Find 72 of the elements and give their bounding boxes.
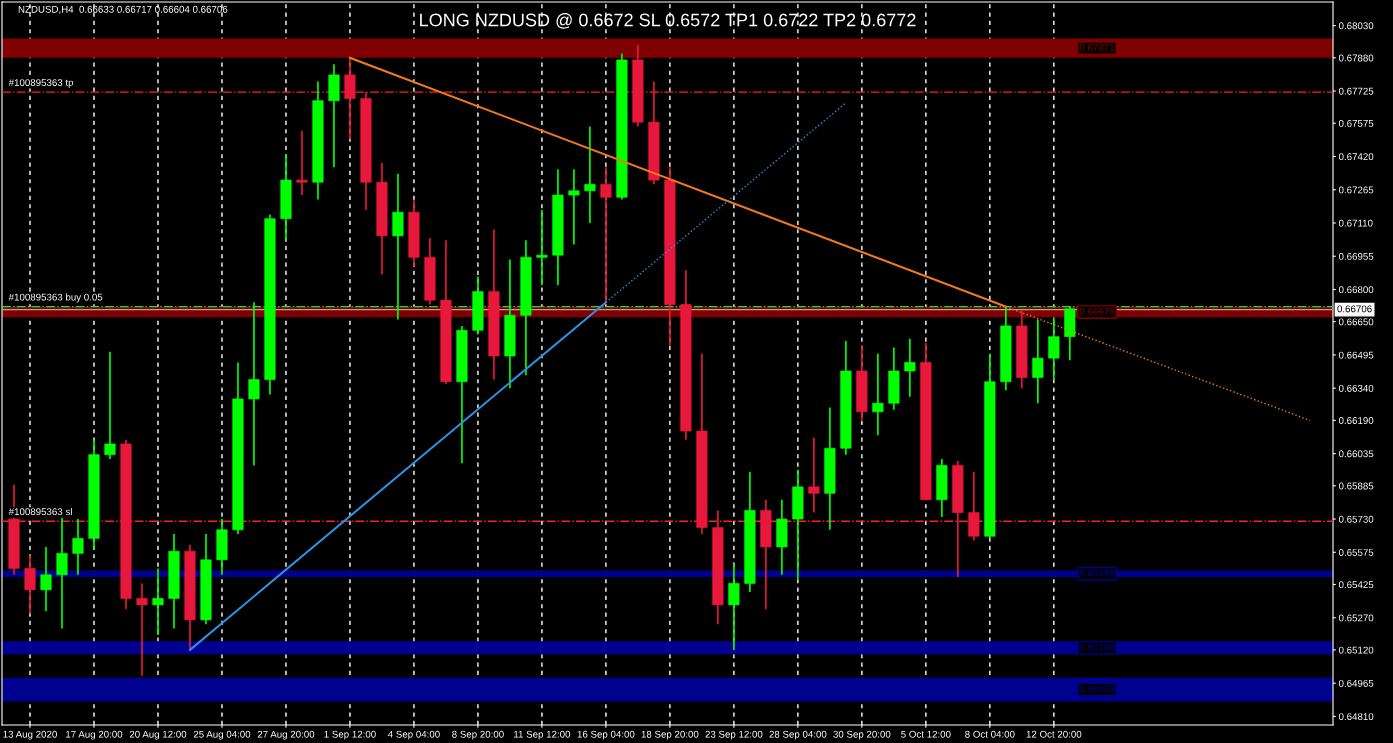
candlestick <box>40 546 52 613</box>
ref-line-label: #100895363 tp <box>8 79 74 88</box>
y-tick-label: 0.64810 <box>1338 713 1374 721</box>
x-tick-label: 1 Sep 12:00 <box>324 730 376 740</box>
y-tick-label: 0.67725 <box>1338 87 1374 95</box>
x-tick-label: 5 Oct 12:00 <box>901 730 951 738</box>
y-tick-label: 0.65575 <box>1338 549 1374 556</box>
candlestick <box>56 516 68 630</box>
candlestick <box>1048 316 1060 381</box>
y-tick-label: 0.65120 <box>1338 646 1374 654</box>
ref-line-label: #100895363 buy 0.05 <box>8 293 103 303</box>
x-tick-label: 30 Sep 20:00 <box>833 730 891 740</box>
ref-line-label: 0.66706 <box>1337 305 1372 313</box>
y-tick-label: 0.65425 <box>1338 581 1374 589</box>
x-tick-label: 16 Sep 04:00 <box>577 730 635 740</box>
candlestick <box>392 172 404 321</box>
candlestick <box>728 563 740 651</box>
y-tick-label: 0.66035 <box>1338 450 1374 458</box>
ref-line-label: #100895363 sl <box>8 507 72 516</box>
x-tick-label: 17 Aug 20:00 <box>66 730 123 740</box>
y-tick-label: 0.67420 <box>1338 153 1374 161</box>
x-tick-label: 8 Sep 20:00 <box>452 730 504 740</box>
candlestick <box>568 168 580 246</box>
y-tick-label: 0.66955 <box>1338 252 1374 260</box>
candlestick <box>1032 318 1044 405</box>
y-tick-label: 0.67110 <box>1338 219 1373 227</box>
y-tick-label: 0.65885 <box>1338 482 1374 490</box>
candlestick <box>248 301 260 467</box>
x-tick-label: 25 Aug 04:00 <box>193 730 251 740</box>
y-tick-label: 0.67575 <box>1338 119 1374 127</box>
y-tick-label: 0.66650 <box>1338 318 1374 326</box>
candlestick <box>872 353 884 437</box>
y-tick-label: 0.64965 <box>1338 679 1374 687</box>
x-tick-label: 18 Sep 20:00 <box>641 730 699 740</box>
y-tick-label: 0.66800 <box>1338 286 1374 294</box>
x-tick-label: 28 Sep 04:00 <box>769 730 827 740</box>
y-tick-label: 0.67880 <box>1338 54 1374 62</box>
candlestick <box>584 125 596 224</box>
candlestick <box>344 56 356 141</box>
annotation: NZDUSD,H4 0.66633 0.66717 0.66604 0.66706 <box>18 5 228 14</box>
text: LONG NZDUSD @ 0.6672 SL 0.6572 TP1 0.6722 TP2 0.6772 <box>420 13 916 29</box>
y-tick-label: 0.65270 <box>1338 614 1374 622</box>
candlestick <box>136 582 148 677</box>
x-tick-label: 11 Sep 12:00 <box>514 730 571 740</box>
x-tick-label: 12 Oct 20:00 <box>1026 730 1082 738</box>
candlestick <box>968 471 980 542</box>
y-tick-label: 0.66340 <box>1338 384 1374 392</box>
band-label: 0.65498 <box>1079 569 1115 577</box>
candlestick <box>600 166 612 304</box>
y-tick-label: 0.67265 <box>1338 186 1374 194</box>
x-tick-label: 20 Aug 12:00 <box>129 730 187 740</box>
candlestick <box>904 337 916 398</box>
y-tick-label: 0.68030 <box>1338 22 1374 30</box>
candlestick <box>24 554 36 615</box>
x-tick-label: 8 Oct 04:00 <box>965 730 1015 738</box>
y-tick-label: 0.66190 <box>1338 417 1374 424</box>
x-tick-label: 27 Aug 20:00 <box>257 730 315 740</box>
band-label: 0.65008 <box>1079 685 1115 693</box>
x-tick-label: 23 Sep 12:00 <box>705 730 763 740</box>
candlestick <box>104 350 116 460</box>
candlestick <box>152 567 164 636</box>
y-tick-label: 0.65730 <box>1338 515 1374 523</box>
candlestick <box>296 129 308 196</box>
candlestick <box>72 518 84 576</box>
band-label: 0.67871 <box>1079 43 1115 51</box>
band-label: 0.66675 <box>1079 307 1115 315</box>
x-tick-label: 13 Aug 2020 <box>3 730 57 740</box>
candlestick <box>808 436 820 514</box>
candlestick <box>536 209 548 287</box>
x-tick-label: 4 Sep 04:00 <box>387 730 440 740</box>
band-label: 0.65188 <box>1079 643 1115 651</box>
y-tick-label: 0.66495 <box>1338 351 1374 359</box>
